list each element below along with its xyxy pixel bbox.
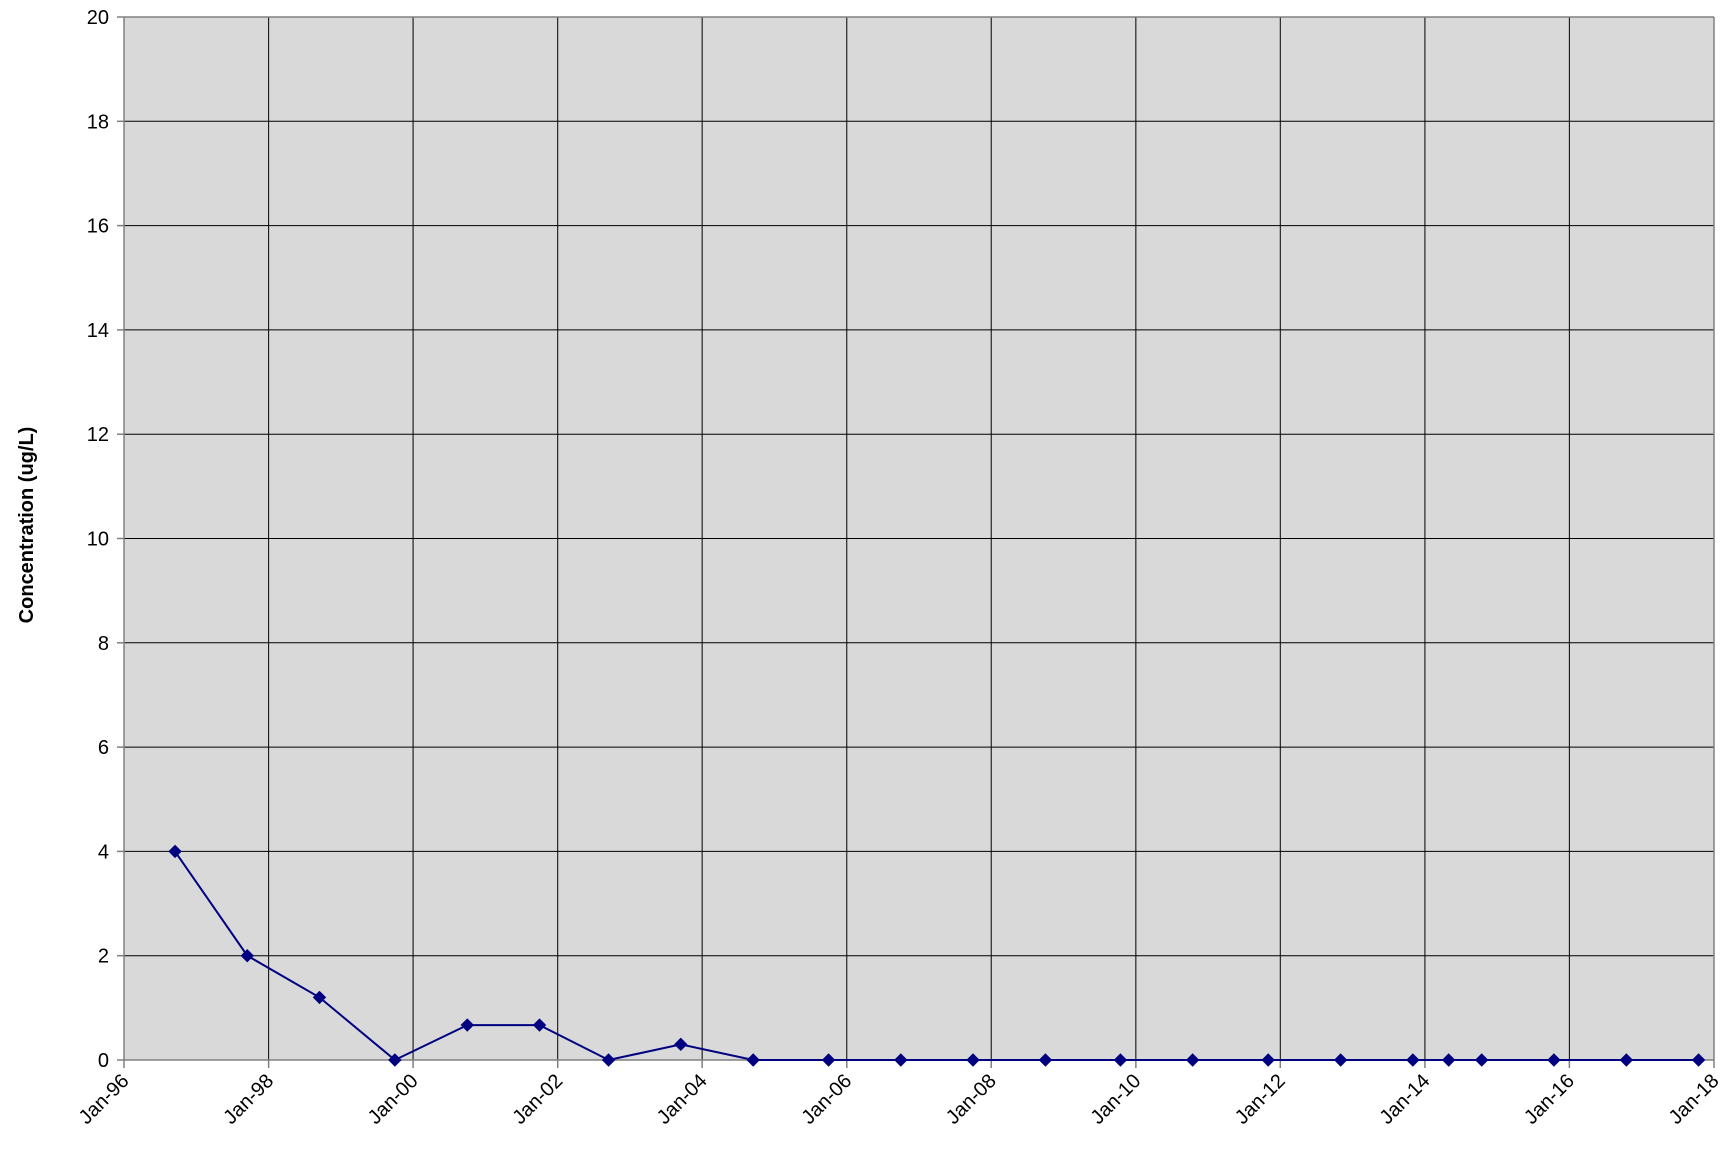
data-point-marker — [532, 1018, 547, 1032]
data-point-marker — [388, 1053, 402, 1067]
x-tick-label: Jan-06 — [798, 1070, 857, 1129]
data-point-marker — [1691, 1053, 1706, 1067]
y-axis-title: Concentration (ug/L) — [16, 427, 38, 624]
x-tick-label: Jan-96 — [75, 1070, 134, 1129]
y-tick-label: 14 — [87, 320, 109, 342]
data-point-marker — [1113, 1053, 1128, 1067]
x-tick-label: Jan-98 — [219, 1070, 278, 1129]
x-tick-label: Jan-08 — [942, 1070, 1001, 1129]
data-point-marker — [674, 1037, 688, 1052]
x-tick-label: Jan-16 — [1520, 1070, 1579, 1129]
y-tick-label: 20 — [87, 7, 109, 29]
data-point-marker — [1261, 1053, 1275, 1067]
data-point-marker — [312, 990, 327, 1005]
data-point-marker — [168, 844, 182, 859]
x-tick-label: Jan-10 — [1087, 1070, 1146, 1129]
x-tick-label: Jan-12 — [1231, 1070, 1290, 1129]
data-point-marker — [966, 1053, 980, 1067]
data-point-marker — [1406, 1053, 1420, 1067]
y-tick-labels: 0 2 4 6 8 10 12 14 16 18 20 — [87, 7, 109, 1072]
y-tick-label: 2 — [98, 946, 109, 968]
data-point-marker — [894, 1053, 908, 1067]
x-tick-label: Jan-04 — [653, 1070, 712, 1129]
data-point-marker — [1441, 1053, 1456, 1067]
y-tick-label: 4 — [98, 841, 109, 863]
x-tick-labels: Jan-96 Jan-98 Jan-00 Jan-02 Jan-04 Jan-06 Jan-… — [75, 1070, 1724, 1129]
data-point-marker — [240, 948, 254, 963]
data-point-marker — [460, 1018, 474, 1032]
data-point-marker — [1038, 1053, 1053, 1067]
data-point-marker — [1475, 1053, 1489, 1067]
data-series — [168, 844, 1706, 1067]
data-point-marker — [1185, 1053, 1200, 1067]
data-point-marker — [821, 1053, 836, 1067]
data-point-marker — [1333, 1053, 1348, 1067]
data-point-marker — [1619, 1053, 1634, 1067]
y-tick-label: 18 — [87, 111, 109, 133]
x-tick-label: Jan-00 — [364, 1070, 423, 1129]
x-tick-label: Jan-18 — [1665, 1070, 1724, 1129]
x-tick-label: Jan-14 — [1376, 1070, 1435, 1129]
y-tick-label: 16 — [87, 216, 109, 238]
y-tick-label: 10 — [87, 529, 109, 551]
x-tick-label: Jan-02 — [508, 1070, 567, 1129]
y-tick-label: 12 — [87, 424, 109, 446]
y-tick-label: 0 — [98, 1050, 109, 1072]
data-point-marker — [1547, 1053, 1561, 1067]
data-point-marker — [601, 1053, 616, 1067]
data-point-marker — [746, 1053, 760, 1067]
y-tick-label: 6 — [98, 737, 109, 759]
y-tick-label: 8 — [98, 633, 109, 655]
